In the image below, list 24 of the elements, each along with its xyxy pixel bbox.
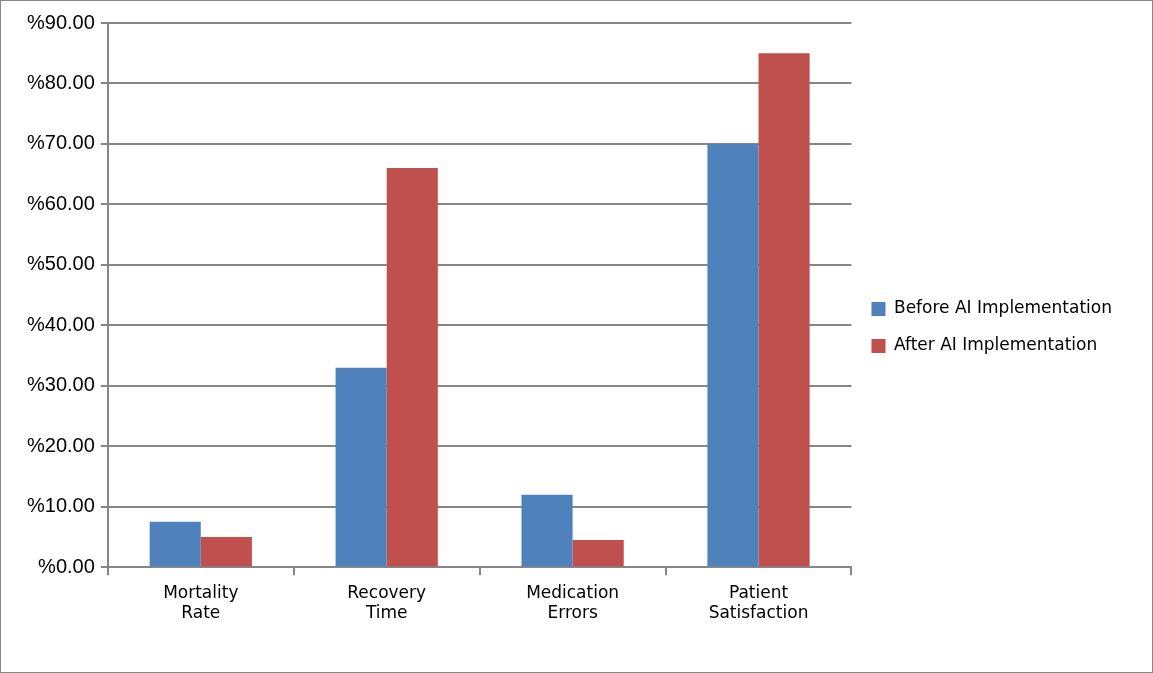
- x-tick-label: Recovery Time: [347, 581, 427, 623]
- legend-label: Before AI Implementation: [893, 297, 1113, 318]
- bar: [572, 539, 624, 567]
- y-tick-label: %70.00: [26, 131, 95, 154]
- legend-label: After AI Implementation: [893, 334, 1098, 355]
- y-tick-label: %60.00: [26, 191, 95, 214]
- y-tick-label: %0.00: [38, 554, 95, 577]
- bar: [149, 521, 201, 567]
- bar: [200, 536, 252, 567]
- x-tick-label: Patient Satisfaction: [708, 581, 809, 623]
- bar: [335, 367, 387, 567]
- bar: [707, 143, 759, 567]
- bar: [758, 53, 810, 567]
- bar: [521, 494, 573, 567]
- y-tick-label: %20.00: [26, 433, 95, 456]
- y-tick-label: %40.00: [26, 312, 95, 335]
- y-tick-label: %80.00: [26, 70, 95, 93]
- y-tick-label: %10.00: [26, 494, 95, 517]
- bar: [386, 168, 438, 567]
- y-tick-label: %50.00: [26, 252, 95, 275]
- y-tick-label: %30.00: [26, 373, 95, 396]
- x-tick-label: Mortality Rate: [163, 581, 239, 623]
- y-tick-label: %90.00: [26, 10, 95, 33]
- x-tick-label: Medication Errors: [526, 581, 620, 623]
